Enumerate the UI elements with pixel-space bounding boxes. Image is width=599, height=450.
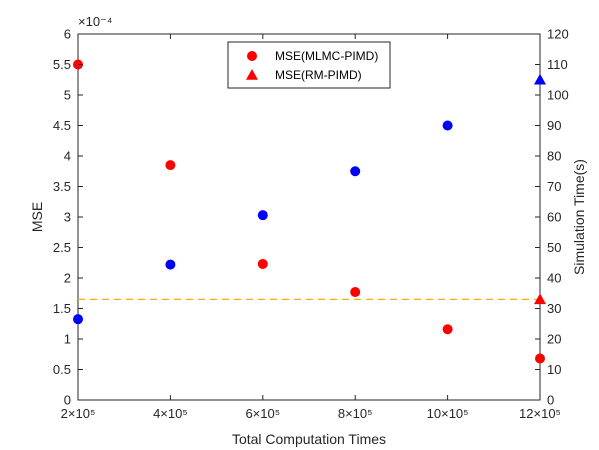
- right-y-tick-label: 80: [547, 149, 561, 164]
- data-point-circle: [257, 210, 268, 221]
- x-tick-label: 8×10⁵: [338, 406, 373, 421]
- legend-entry-mlmc: MSE(MLMC-PIMD): [275, 49, 378, 63]
- legend: MSE(MLMC-PIMD) MSE(RM-PIMD): [227, 41, 391, 89]
- right-y-axis-label: Simulation Time(s): [571, 159, 587, 275]
- right-y-tick-label: 110: [547, 57, 568, 72]
- legend-marker-triangle: [246, 69, 258, 80]
- data-point-circle: [442, 324, 453, 335]
- data-point-circle: [350, 287, 361, 298]
- data-point-circle: [73, 314, 83, 325]
- left-y-tick-label: 2: [64, 271, 71, 286]
- left-y-tick-label: 1: [64, 332, 71, 347]
- right-y-tick-label: 20: [547, 332, 561, 347]
- left-y-tick-label: 0: [64, 393, 71, 408]
- left-y-tick-label: 5: [64, 88, 71, 103]
- x-tick-label: 6×10⁵: [245, 406, 280, 421]
- legend-entry-rm: MSE(RM-PIMD): [275, 68, 362, 82]
- plot-frame: [77, 33, 541, 401]
- x-tick-label: 4×10⁵: [153, 406, 188, 421]
- right-y-tick-label: 90: [547, 118, 561, 133]
- legend-marker-circle: [247, 51, 257, 61]
- y-exponent-label: ×10⁻⁴: [78, 14, 113, 29]
- right-y-tick-label: 0: [547, 393, 554, 408]
- right-y-tick-label: 40: [547, 271, 561, 286]
- plot-area: [77, 33, 541, 401]
- x-tick-label: 10×10⁵: [427, 406, 469, 421]
- right-y-tick-label: 70: [547, 179, 561, 194]
- right-y-tick-label: 100: [547, 88, 569, 103]
- left-y-axis-label: MSE: [29, 202, 45, 232]
- right-y-tick-label: 30: [547, 301, 561, 316]
- x-tick-label: 2×10⁵: [61, 406, 96, 421]
- left-y-tick-label: 3.5: [53, 179, 71, 194]
- legend-box: [227, 41, 391, 89]
- data-point-circle: [257, 258, 268, 269]
- left-y-tick-label: 1.5: [53, 301, 71, 316]
- left-y-tick-label: 5.5: [53, 57, 71, 72]
- data-point-circle: [350, 166, 361, 177]
- data-point-circle: [535, 353, 545, 364]
- right-y-tick-label: 60: [547, 210, 561, 225]
- data-point-triangle: [534, 293, 546, 305]
- left-y-tick-label: 0.5: [53, 362, 71, 377]
- data-marks: [73, 59, 546, 364]
- axis-ticks: 2×10⁵ 4×10⁵ 6×10⁵ 8×10⁵ 10×10⁵ 12×10⁵00.511.5…: [53, 27, 569, 422]
- left-y-tick-label: 3: [64, 210, 71, 225]
- left-y-tick-label: 4.5: [53, 118, 71, 133]
- data-point-circle: [165, 160, 176, 171]
- x-tick-label: 12×10⁵: [519, 406, 561, 421]
- data-point-circle: [442, 120, 453, 131]
- right-y-tick-label: 50: [547, 240, 561, 255]
- data-point-triangle: [534, 73, 546, 85]
- left-y-tick-label: 2.5: [53, 240, 71, 255]
- left-y-tick-label: 6: [64, 27, 71, 42]
- right-y-tick-label: 120: [547, 27, 569, 42]
- right-y-tick-label: 10: [547, 362, 561, 377]
- x-axis-label: Total Computation Times: [232, 431, 386, 447]
- left-y-tick-label: 4: [64, 149, 71, 164]
- data-point-circle: [165, 259, 176, 270]
